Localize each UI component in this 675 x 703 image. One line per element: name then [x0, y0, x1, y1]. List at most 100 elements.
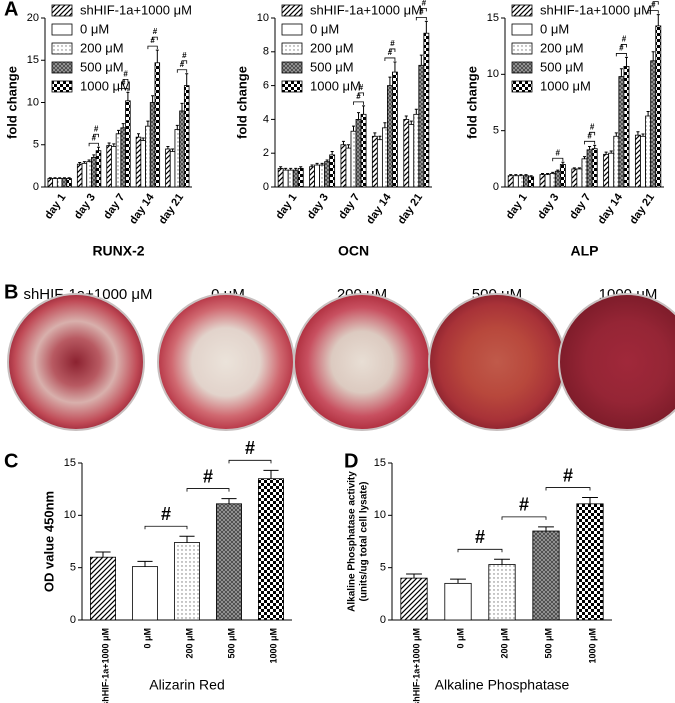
bar	[645, 115, 652, 188]
legend-swatch	[51, 80, 73, 93]
bar	[183, 85, 190, 188]
bar	[282, 169, 289, 188]
y-tick-label: 5	[33, 139, 39, 151]
bar	[324, 161, 331, 188]
legend-label: 200 μM	[310, 40, 354, 55]
bar	[576, 503, 604, 621]
y-tick-label: 0	[70, 614, 76, 626]
panel-label: C	[4, 450, 18, 472]
bar	[173, 542, 200, 621]
error-bar	[279, 166, 283, 169]
error-bar	[529, 175, 533, 177]
y-tick-label: 8	[263, 46, 269, 58]
error-bar	[593, 144, 597, 149]
error-bar	[514, 174, 518, 176]
bracket	[545, 487, 591, 491]
error-bar	[146, 120, 150, 127]
error-bar	[107, 142, 111, 146]
bar	[360, 113, 367, 188]
error-bar	[604, 151, 608, 155]
error-bar	[641, 133, 645, 137]
error-bar	[556, 169, 560, 172]
bar	[586, 149, 593, 188]
error-bar	[315, 162, 319, 166]
panel-label: B	[4, 281, 18, 303]
error-bar	[388, 76, 392, 86]
x-tick-label: 500 μM	[543, 628, 553, 659]
legend-swatch	[51, 23, 73, 36]
y-tick-label: 0	[263, 181, 269, 193]
error-bar	[406, 573, 422, 579]
y-tick-label: 5	[493, 125, 499, 137]
x-tick-label: day 7	[101, 192, 127, 222]
bar	[387, 85, 393, 188]
bracket	[389, 48, 396, 52]
bar	[120, 127, 126, 188]
error-bar	[320, 162, 324, 166]
y-tick-label: 20	[27, 12, 39, 24]
error-bar	[351, 125, 356, 132]
bar	[319, 164, 326, 188]
error-bar	[171, 148, 175, 152]
significance-mark: #	[654, 0, 659, 1]
error-bar	[299, 166, 303, 169]
significance-mark: #	[419, 7, 424, 16]
y-tick-label: 5	[380, 562, 386, 574]
error-bar	[357, 112, 361, 120]
bar	[350, 130, 357, 188]
bracket	[552, 157, 564, 162]
error-bar	[378, 135, 382, 140]
bar	[517, 175, 524, 188]
bar	[408, 124, 415, 188]
significance-mark: #	[587, 131, 592, 140]
legend-label: 0 μM	[540, 21, 569, 36]
bar	[623, 66, 630, 188]
y-tick-label: 15	[27, 54, 39, 66]
bar	[655, 25, 662, 188]
bar	[179, 110, 185, 188]
y-tick-label: 2	[263, 147, 269, 159]
bracket	[353, 101, 364, 105]
bar	[149, 102, 156, 188]
error-bar	[524, 174, 528, 176]
x-axis-title: Alizarin Red	[149, 677, 224, 693]
y-tick-label: 0	[380, 614, 386, 626]
error-bar	[624, 56, 629, 67]
error-bar	[117, 129, 120, 134]
legend-swatch	[511, 23, 533, 36]
y-tick-label: 10	[487, 68, 499, 80]
bar	[165, 148, 171, 188]
significance-mark: #	[180, 60, 185, 69]
legend-swatch	[281, 42, 303, 55]
error-bar	[180, 102, 184, 111]
error-bar	[62, 177, 66, 179]
bar	[544, 174, 551, 188]
x-tick-label: day 14	[364, 191, 394, 227]
significance-mark: #	[150, 36, 155, 45]
bar	[292, 169, 299, 188]
significance-mark: #	[356, 92, 361, 101]
dish	[157, 293, 295, 431]
bar	[111, 146, 117, 188]
error-bar	[404, 115, 408, 120]
bar	[131, 566, 158, 621]
error-bar	[546, 172, 550, 175]
x-tick-label: day 1	[274, 192, 300, 222]
significance-mark: #	[651, 1, 656, 10]
legend-label: shHIF-1a+1000 μM	[80, 2, 192, 17]
error-bar	[414, 108, 418, 115]
error-bar	[424, 20, 428, 34]
bar	[91, 157, 97, 188]
significance-mark: #	[153, 27, 158, 36]
error-bar	[656, 14, 660, 26]
bar	[287, 169, 294, 188]
y-tick-label: 10	[27, 96, 39, 108]
bracket	[647, 10, 659, 14]
legend-swatch	[511, 4, 533, 17]
bracket	[93, 133, 99, 138]
error-bar	[419, 54, 423, 66]
legend-swatch	[281, 80, 303, 93]
significance-mark: #	[388, 48, 393, 57]
error-bar	[67, 177, 71, 179]
bracket	[501, 516, 547, 520]
